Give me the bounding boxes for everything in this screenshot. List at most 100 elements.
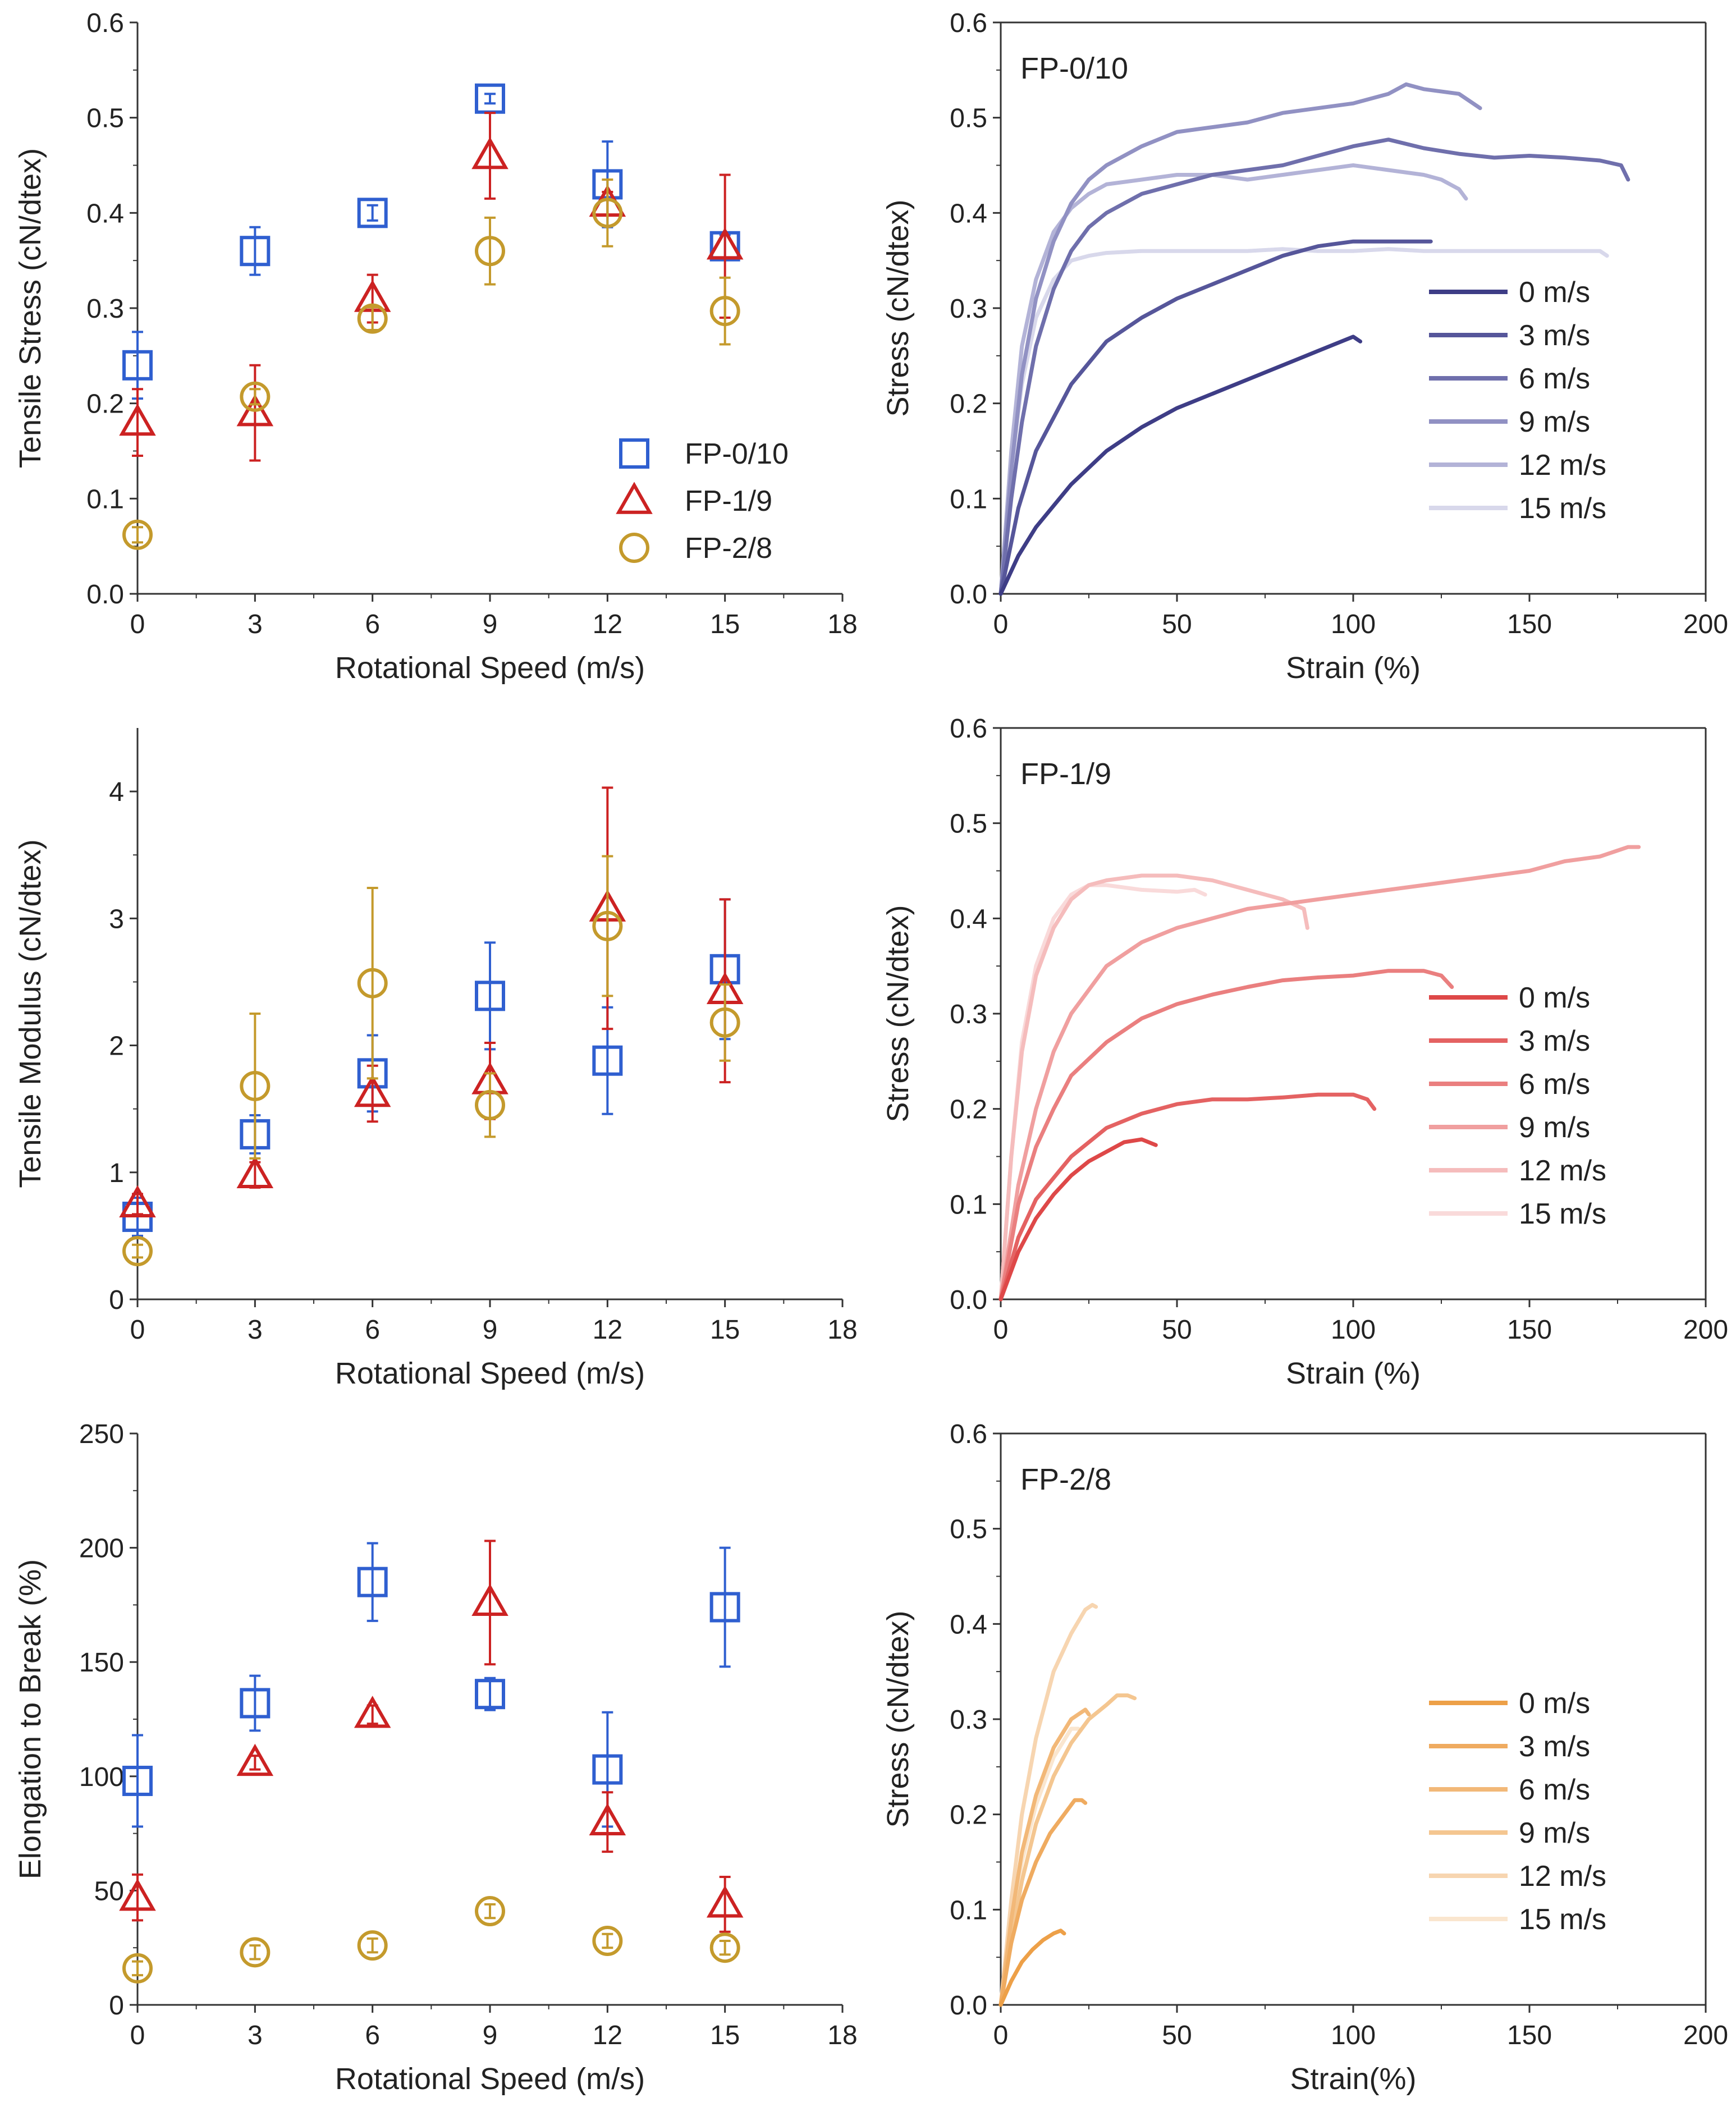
data-point	[240, 1937, 271, 1968]
y-tick-label: 0.5	[86, 104, 124, 134]
y-tick-label: 0.6	[950, 1419, 987, 1449]
data-point	[354, 1696, 391, 1728]
data-point	[122, 1236, 153, 1267]
data-point	[240, 381, 271, 412]
curve-12-m-s	[998, 1602, 1098, 2007]
curve-6-m-s	[998, 138, 1630, 596]
y-tick-label: 0.6	[950, 714, 987, 744]
x-tick-label: 100	[1331, 610, 1376, 639]
data-point	[119, 1878, 156, 1911]
data-point	[119, 403, 156, 436]
y-tick-label: 0	[109, 1991, 124, 2021]
panel-tensile-modulus: 0 3 6 9 12 15 18 0 1 2 3 4 Rotational Speed (m/s) Ten…	[0, 706, 868, 1410]
curve-0-m-s	[998, 1137, 1158, 1302]
legend-label: 15 m/s	[1519, 492, 1606, 525]
data-point	[236, 1743, 274, 1776]
stress-strain-fp-0-10-svg: 0 50 100 150 200 0.0 0.1 0.2 0.3 0.4 0.5 0.6 Strain …	[881, 8, 1728, 685]
x-tick-label: 100	[1331, 2021, 1376, 2050]
y-tick-label: 150	[79, 1648, 124, 1678]
y-axis-title: Elongation to Break (%)	[13, 1559, 47, 1879]
x-tick-label: 0	[993, 610, 1009, 639]
y-tick-label: 2	[109, 1032, 124, 1061]
data-point	[706, 227, 744, 260]
panel-stress-strain-fp-2-8: 0 50 100 150 200 0.0 0.1 0.2 0.3 0.4 0.5 0.6 Strain(…	[868, 1411, 1735, 2116]
series-FP-2/8	[122, 855, 740, 1267]
stress-strain-fp-2-8-svg: 0 50 100 150 200 0.0 0.1 0.2 0.3 0.4 0.5 0.6 Strain(…	[881, 1419, 1728, 2096]
legend-label: 9 m/s	[1519, 1111, 1590, 1144]
y-tick-label: 0.3	[950, 1705, 987, 1735]
x-tick-label: 50	[1162, 1315, 1192, 1345]
x-axis-title: Rotational Speed (m/s)	[335, 2062, 645, 2096]
x-tick-label: 12	[593, 1315, 622, 1345]
y-tick-label: 3	[109, 904, 124, 934]
y-tick-label: 0.5	[950, 104, 987, 134]
axes: 0 3 6 9 12 15 18 0.0 0.1 0.2 0.3 0.4 0.5 0.6	[86, 8, 857, 639]
y-tick-label: 100	[79, 1762, 124, 1792]
curve-6-m-s	[998, 1707, 1091, 2007]
x-tick-label: 3	[248, 1315, 263, 1345]
x-tick-label: 150	[1507, 2021, 1552, 2050]
data-point	[240, 236, 271, 267]
y-axis-title: Stress (cN/dtex)	[881, 905, 915, 1122]
data-point	[236, 393, 274, 427]
x-tick-label: 15	[710, 2021, 740, 2050]
chart-title: FP-1/9	[1020, 757, 1111, 791]
y-axis-title: Tensile Modulus (cN/dtex)	[13, 839, 47, 1188]
curve-12-m-s	[998, 163, 1468, 596]
x-tick-label: 18	[827, 1315, 857, 1345]
x-tick-label: 150	[1507, 610, 1552, 639]
x-tick-label: 0	[130, 2021, 145, 2050]
y-tick-label: 0.5	[950, 809, 987, 839]
tensile-stress-svg: 0 3 6 9 12 15 18 0.0 0.1 0.2 0.3 0.4 0.5 0.6 Rotationa…	[13, 8, 858, 685]
data-point	[122, 519, 153, 550]
legend-label: 12 m/s	[1519, 449, 1606, 482]
x-tick-label: 200	[1683, 2021, 1728, 2050]
data-point	[709, 1932, 740, 1963]
axes: 0 3 6 9 12 15 18 0 50 100 150 200 250	[79, 1419, 858, 2050]
x-tick-label: 9	[483, 2021, 498, 2050]
x-axis-title: Strain (%)	[1286, 651, 1421, 685]
data-point	[592, 910, 623, 941]
legend-label: 0 m/s	[1519, 982, 1590, 1014]
chart-title: FP-2/8	[1020, 1463, 1111, 1496]
legend-label: 12 m/s	[1519, 1860, 1606, 1893]
legend: FP-0/10 FP-1/9 FP-2/8	[616, 438, 789, 565]
x-tick-label: 3	[248, 610, 263, 639]
y-tick-label: 0.6	[950, 8, 987, 38]
x-axis-title: Strain (%)	[1286, 1357, 1421, 1390]
x-axis-title: Rotational Speed (m/s)	[335, 1357, 645, 1390]
panel-stress-strain-fp-1-9: 0 50 100 150 200 0.0 0.1 0.2 0.3 0.4 0.5 0.6 Strain …	[868, 706, 1735, 1410]
axes: 0 50 100 150 200 0.0 0.1 0.2 0.3 0.4 0.5 0.6	[950, 1419, 1728, 2050]
x-tick-label: 12	[593, 2021, 622, 2050]
x-tick-label: 100	[1331, 1315, 1376, 1345]
x-tick-label: 0	[993, 1315, 1009, 1345]
data-point	[589, 1803, 626, 1835]
y-tick-label: 0.1	[950, 484, 987, 514]
legend-label: 3 m/s	[1519, 1730, 1590, 1763]
data-point	[354, 1074, 391, 1107]
series-FP-0/10	[122, 83, 740, 400]
panel-stress-strain-fp-0-10: 0 50 100 150 200 0.0 0.1 0.2 0.3 0.4 0.5 0.6 Strain …	[868, 0, 1735, 705]
x-tick-label: 9	[483, 1315, 498, 1345]
data-point	[592, 1754, 623, 1785]
data-point	[119, 1185, 156, 1218]
y-tick-label: 0.0	[950, 1285, 987, 1315]
curve-15-m-s	[998, 1726, 1080, 2007]
data-point	[592, 1045, 623, 1076]
legend: 0 m/s 3 m/s 6 m/s 9 m/s 12 m/s 15 m/s	[1429, 982, 1606, 1230]
x-tick-label: 200	[1683, 610, 1728, 639]
data-point	[475, 1896, 505, 1927]
series-FP-1/9	[119, 1540, 744, 1933]
y-axis-title: Stress (cN/dtex)	[881, 1610, 915, 1828]
y-tick-label: 0.0	[86, 580, 124, 610]
legend-label: 3 m/s	[1519, 1025, 1590, 1057]
y-tick-label: 0.2	[950, 1095, 987, 1125]
legend-label: 6 m/s	[1519, 363, 1590, 395]
elongation-to-break-svg: 0 3 6 9 12 15 18 0 50 100 150 200 250 Rotational Spee…	[13, 1419, 858, 2096]
curve-0-m-s	[998, 335, 1363, 596]
x-tick-label: 15	[710, 610, 740, 639]
series-FP-2/8	[122, 1896, 740, 1984]
data-point	[240, 1688, 271, 1719]
curve-3-m-s	[998, 239, 1433, 596]
